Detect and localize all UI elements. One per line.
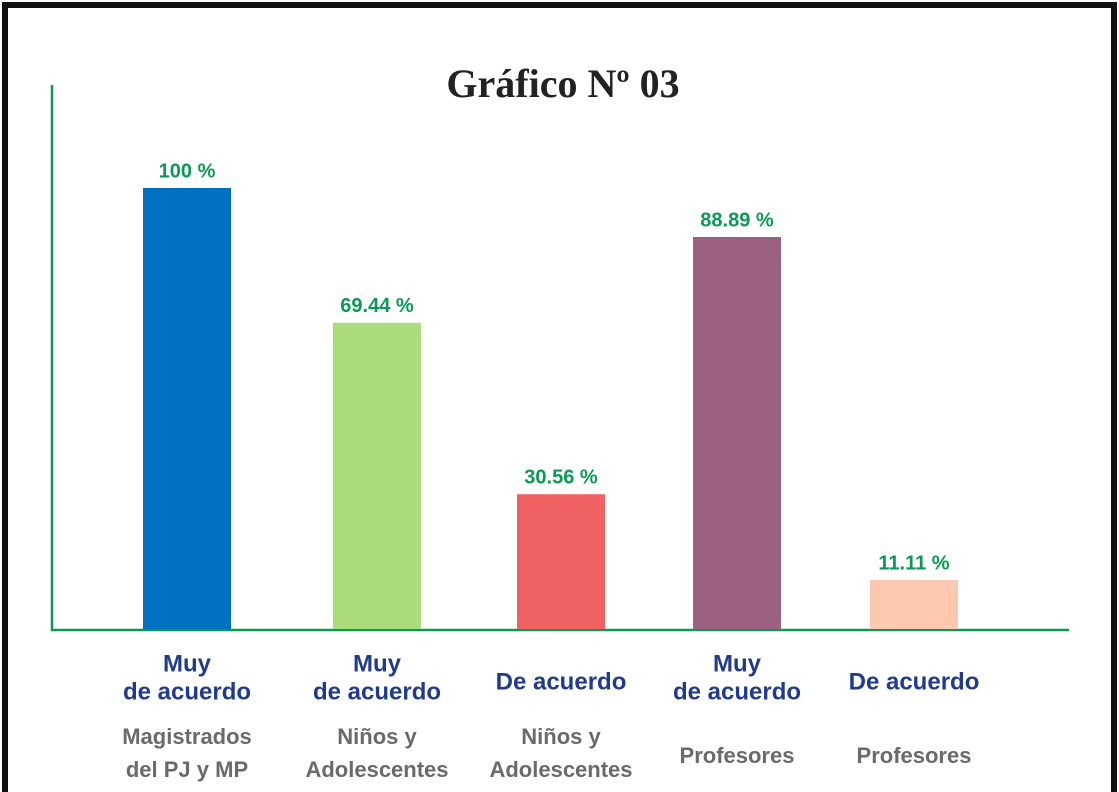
group-label: Adolescentes [489,757,632,782]
value-label: 30.56 % [524,467,598,489]
value-label: 11.11 % [878,552,949,574]
group-label: Profesores [857,743,972,768]
bar [517,494,605,629]
category-label: de acuerdo [673,678,801,705]
bar [333,322,421,629]
group-label: del PJ y MP [126,757,248,782]
category-label: De acuerdo [849,668,980,695]
category-label: de acuerdo [313,678,441,705]
value-label: 88.89 % [700,209,774,231]
category-label: De acuerdo [496,668,627,695]
group-label: Niños y [337,724,417,749]
category-label: Muy [163,650,212,677]
value-label: 69.44 % [340,295,414,317]
bar [143,188,231,629]
group-label: Magistrados [122,724,252,749]
group-label: Profesores [680,743,795,768]
chart-title: Gráfico Nº 03 [446,61,679,106]
value-label: 100 % [159,160,216,182]
category-label: Muy [713,650,762,677]
bar [870,580,958,629]
bar [693,236,781,629]
group-label: Niños y [521,724,601,749]
category-label: Muy [353,650,402,677]
group-label: Adolescentes [305,757,448,782]
category-label: de acuerdo [123,678,251,705]
